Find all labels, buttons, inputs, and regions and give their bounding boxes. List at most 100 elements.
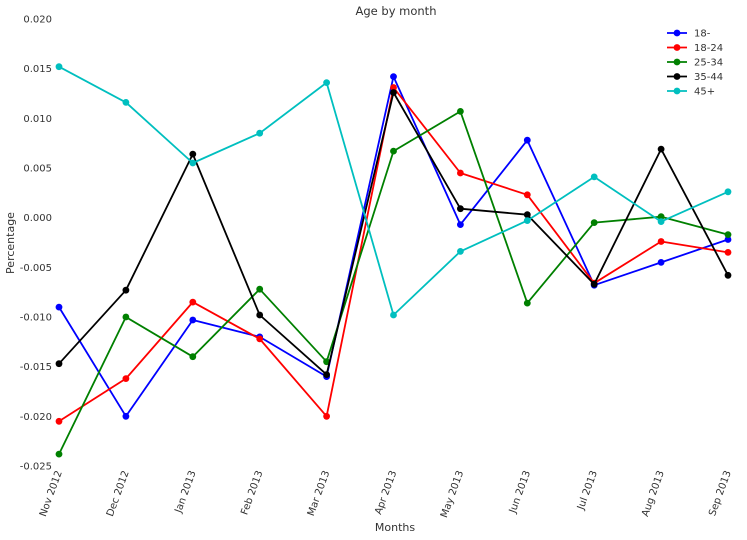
legend-marker	[673, 58, 681, 66]
data-point	[657, 218, 665, 226]
data-point	[457, 108, 464, 115]
data-point	[55, 450, 63, 458]
legend: 18- 18-24 25-34 35-44 45+	[667, 29, 723, 98]
y-tick-label: -0.005	[20, 263, 52, 274]
data-point	[122, 313, 130, 321]
data-point	[189, 150, 197, 158]
data-point	[55, 63, 63, 71]
data-point	[189, 298, 197, 306]
x-tick-label: Mar 2013	[306, 469, 333, 517]
y-tick-label: 0.005	[23, 164, 52, 175]
legend-item: 45+	[667, 87, 715, 98]
y-axis-ticks: 0.020 0.015 0.010 0.005 0.000 -0.005 -0.010 -0.…	[20, 15, 52, 473]
y-axis-label: Percentage	[4, 212, 17, 274]
data-point	[724, 249, 732, 256]
data-point	[590, 280, 598, 288]
legend-label: 45+	[694, 87, 715, 98]
series-line	[58, 75, 729, 418]
y-tick-label: 0.015	[23, 64, 52, 75]
series-1	[55, 73, 732, 420]
x-tick-label: Nov 2012	[38, 469, 65, 518]
x-tick-label: Jan 2013	[173, 469, 199, 515]
y-tick-label: -0.010	[20, 313, 52, 324]
data-point	[122, 375, 130, 382]
data-point	[390, 73, 397, 80]
legend-marker	[673, 87, 681, 95]
data-point	[724, 271, 732, 279]
data-point	[724, 188, 732, 196]
data-point	[122, 286, 130, 294]
legend-item: 35-44	[667, 72, 723, 83]
data-point	[724, 236, 732, 243]
x-tick-label: Dec 2012	[105, 469, 132, 518]
data-point	[122, 412, 130, 420]
legend-item: 18-	[667, 29, 711, 40]
y-tick-label: -0.020	[20, 412, 52, 423]
series-5	[55, 63, 732, 319]
y-tick-label: 0.010	[23, 114, 52, 125]
y-tick-label: -0.025	[20, 462, 52, 473]
series-4	[55, 89, 732, 378]
legend-label: 18-	[694, 29, 711, 40]
data-point	[323, 358, 330, 366]
series-2	[55, 84, 732, 425]
x-tick-label: Sep 2013	[707, 469, 734, 517]
data-point	[390, 89, 397, 96]
data-point	[256, 129, 264, 137]
legend-item: 25-34	[667, 58, 723, 69]
data-point	[390, 84, 397, 91]
data-point	[323, 371, 330, 378]
data-point	[256, 311, 264, 319]
data-point	[657, 213, 665, 221]
legend-item: 18-24	[667, 43, 723, 54]
data-point	[523, 217, 531, 225]
x-axis-label: Months	[375, 521, 415, 534]
data-point	[523, 191, 531, 199]
data-point	[523, 299, 531, 307]
data-point	[390, 147, 397, 155]
data-point	[55, 360, 63, 368]
series-line	[58, 91, 729, 376]
x-tick-label: May 2013	[439, 469, 466, 519]
data-point	[323, 79, 330, 86]
data-point	[657, 259, 665, 266]
data-point	[122, 99, 130, 106]
data-point	[590, 173, 598, 181]
data-point	[189, 316, 197, 324]
data-point	[724, 231, 732, 239]
data-point	[256, 335, 264, 343]
data-point	[657, 145, 665, 153]
data-point	[55, 303, 63, 311]
data-point	[523, 136, 531, 144]
data-point	[657, 238, 665, 245]
data-point	[590, 219, 598, 227]
data-point	[457, 248, 464, 255]
x-tick-label: Feb 2013	[239, 469, 265, 516]
data-point	[523, 211, 531, 219]
data-point	[457, 169, 464, 177]
y-tick-label: 0.020	[23, 15, 52, 26]
data-point	[390, 311, 397, 319]
series-line	[58, 110, 729, 455]
x-tick-label: Aug 2013	[640, 469, 667, 518]
data-point	[189, 159, 197, 167]
series-line	[58, 86, 729, 423]
x-tick-label: Jul 2013	[575, 469, 600, 512]
legend-marker	[673, 73, 681, 80]
legend-label: 35-44	[694, 72, 723, 83]
series-3	[55, 108, 732, 458]
data-point	[256, 285, 264, 293]
data-point	[457, 205, 464, 213]
plot-area	[55, 63, 732, 458]
x-axis-ticks: Nov 2012 Dec 2012 Jan 2013 Feb 2013 Mar 2013…	[38, 469, 734, 519]
y-tick-label: 0.000	[23, 213, 52, 224]
y-tick-label: -0.015	[20, 362, 52, 373]
legend-marker	[673, 44, 681, 51]
data-point	[323, 412, 330, 420]
data-point	[55, 417, 63, 425]
data-point	[457, 221, 464, 229]
chart-title: Age by month	[356, 4, 437, 18]
legend-label: 18-24	[694, 43, 723, 54]
legend-marker	[673, 29, 681, 37]
